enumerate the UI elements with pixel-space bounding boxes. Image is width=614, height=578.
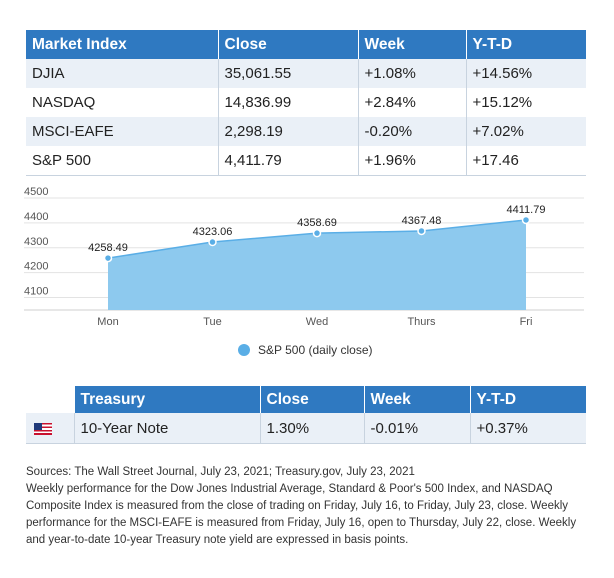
- header-market-index: Market Index: [26, 30, 219, 59]
- header-week: Week: [358, 30, 467, 59]
- table-row: DJIA 35,061.55 +1.08% +14.56%: [26, 59, 586, 88]
- header-close: Close: [260, 386, 365, 413]
- index-name: DJIA: [26, 59, 219, 88]
- treasury-week: -0.01%: [364, 413, 471, 444]
- table-row: MSCI-EAFE 2,298.19 -0.20% +7.02%: [26, 117, 586, 146]
- x-tick-label: Tue: [203, 316, 222, 328]
- index-ytd: +15.12%: [466, 88, 586, 117]
- y-tick-label: 4300: [24, 236, 48, 248]
- y-tick-label: 4200: [24, 261, 48, 273]
- index-name: MSCI-EAFE: [26, 117, 219, 146]
- methodology-text: Weekly performance for the Dow Jones Ind…: [26, 483, 577, 546]
- index-name: S&P 500: [26, 146, 219, 176]
- header-treasury: Treasury: [74, 386, 261, 413]
- data-point: [417, 226, 426, 236]
- index-week: +1.96%: [358, 146, 467, 176]
- market-index-table: Market Index Close Week Y-T-D DJIA 35,06…: [26, 30, 586, 176]
- treasury-ytd: +0.37%: [470, 413, 586, 444]
- index-close: 14,836.99: [218, 88, 359, 117]
- data-label: 4258.49: [88, 242, 128, 254]
- index-ytd: +7.02%: [466, 117, 586, 146]
- index-name: NASDAQ: [26, 88, 219, 117]
- data-label: 4358.69: [297, 217, 337, 229]
- index-close: 35,061.55: [218, 59, 359, 88]
- data-point: [312, 228, 322, 238]
- data-point: [521, 215, 531, 225]
- sources-text: Sources: The Wall Street Journal, July 2…: [26, 466, 415, 478]
- treasury-table-header: Treasury Close Week Y-T-D: [26, 386, 586, 413]
- index-week: +1.08%: [358, 59, 467, 88]
- data-label: 4367.48: [402, 215, 442, 227]
- index-week: +2.84%: [358, 88, 467, 117]
- treasury-close: 1.30%: [260, 413, 365, 444]
- footnotes: Sources: The Wall Street Journal, July 2…: [26, 464, 586, 549]
- x-tick-label: Wed: [306, 316, 328, 328]
- y-tick-label: 4400: [24, 211, 48, 223]
- index-week: -0.20%: [358, 117, 467, 146]
- data-label: 4323.06: [193, 226, 233, 238]
- index-ytd: +17.46: [466, 146, 586, 176]
- y-tick-label: 4500: [24, 186, 48, 198]
- table-row: 10-Year Note 1.30% -0.01% +0.37%: [26, 413, 586, 444]
- table-row: S&P 500 4,411.79 +1.96% +17.46: [26, 146, 586, 176]
- header-ytd: Y-T-D: [470, 386, 586, 413]
- x-tick-label: Thurs: [407, 316, 436, 328]
- index-close: 4,411.79: [218, 146, 359, 176]
- header-week: Week: [364, 386, 471, 413]
- market-table-header: Market Index Close Week Y-T-D: [26, 30, 586, 59]
- data-point: [208, 237, 217, 247]
- legend-marker: [238, 344, 250, 356]
- data-label: 4411.79: [507, 204, 546, 216]
- legend-label: S&P 500 (daily close): [258, 343, 373, 357]
- index-ytd: +14.56%: [466, 59, 586, 88]
- us-flag-icon: [34, 422, 52, 435]
- index-close: 2,298.19: [218, 117, 359, 146]
- x-tick-label: Fri: [520, 316, 533, 328]
- header-flag-spacer: [26, 386, 75, 413]
- table-row: NASDAQ 14,836.99 +2.84% +15.12%: [26, 88, 586, 117]
- flag-cell: [26, 413, 75, 444]
- treasury-name: 10-Year Note: [74, 413, 261, 444]
- header-close: Close: [218, 30, 359, 59]
- data-point: [103, 253, 113, 263]
- header-ytd: Y-T-D: [466, 30, 586, 59]
- x-tick-label: Mon: [97, 316, 118, 328]
- sp500-area-chart: 4100 4200 4300 4400 4500 4258.49 Mon 4323.06 Tue…: [24, 186, 584, 357]
- treasury-table: Treasury Close Week Y-T-D 10-Year Note 1…: [26, 386, 586, 444]
- y-tick-label: 4100: [24, 286, 48, 298]
